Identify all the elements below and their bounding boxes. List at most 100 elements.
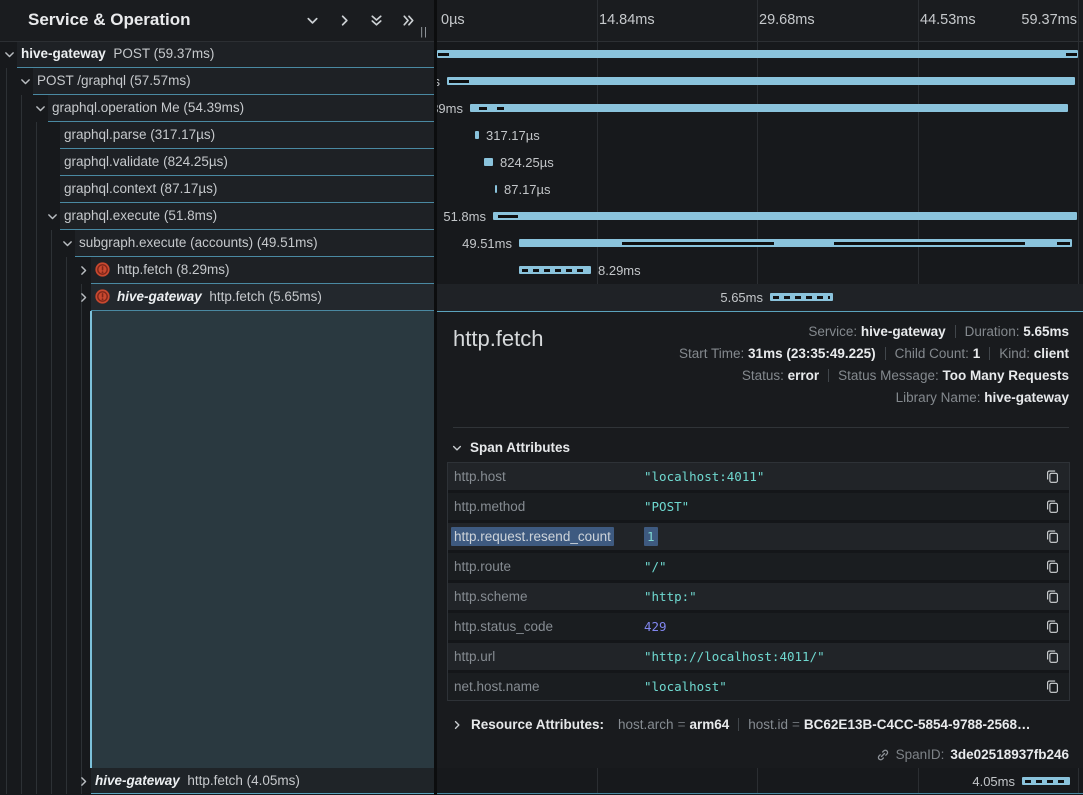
span-label: graphql.validate (824.25µs) [60, 149, 228, 175]
timeline-tick: 44.53ms [920, 12, 976, 28]
tree-row[interactable]: hive-gateway http.fetch (5.65ms) [91, 284, 434, 311]
span-id-value: 3de02518937fb246 [950, 747, 1069, 762]
chevron-down-icon[interactable] [61, 237, 74, 250]
chevron-down-icon[interactable] [305, 13, 320, 28]
chevron-right-icon[interactable] [337, 13, 352, 28]
span-bar[interactable] [475, 131, 479, 139]
timeline-row: 57.57ms [437, 68, 1083, 95]
chevron-right-icon[interactable] [77, 291, 90, 304]
span-label: http.fetch (8.29ms) [91, 257, 230, 283]
chevron-down-icon[interactable] [34, 102, 47, 115]
span-bar[interactable] [470, 104, 1068, 112]
resource-attributes-items: host.arch=arm64host.id=BC62E13B-C4CC-585… [618, 717, 1031, 732]
span-tree: hive-gateway POST (59.37ms)POST /graphql… [0, 41, 434, 795]
meta-separator [885, 347, 886, 360]
attribute-value: "POST" [644, 493, 689, 520]
attribute-key: http.status_code [454, 613, 553, 640]
detail-divider [453, 427, 1069, 428]
timeline-tick: 29.68ms [759, 12, 815, 28]
self-time-dash [497, 107, 504, 110]
timeline-gridline [1078, 768, 1079, 793]
span-duration-label: 87.17µs [504, 176, 551, 203]
timeline-row: 87.17µs [437, 176, 1083, 203]
tree-row[interactable]: POST /graphql (57.57ms) [33, 68, 434, 95]
timeline-row: 49.51ms [437, 230, 1083, 257]
tree-row[interactable]: graphql.validate (824.25µs) [60, 149, 434, 176]
resource-attributes-row[interactable]: Resource Attributes: host.arch=arm64host… [451, 717, 1031, 732]
link-icon[interactable] [876, 748, 890, 762]
tree-indent-guide [51, 230, 52, 794]
span-duration-label: 824.25µs [500, 149, 554, 176]
span-duration-label: 54.39ms [437, 95, 463, 122]
span-bar[interactable] [495, 185, 497, 193]
chevron-right-icon [451, 719, 463, 731]
span-label: hive-gateway POST (59.37ms) [17, 41, 214, 67]
tree-row[interactable]: graphql.parse (317.17µs) [60, 122, 434, 149]
chevron-down-icon [451, 442, 463, 454]
copy-icon[interactable] [1045, 469, 1060, 484]
copy-icon[interactable] [1045, 529, 1060, 544]
panel-divider[interactable] [434, 0, 437, 795]
copy-icon[interactable] [1045, 679, 1060, 694]
copy-icon[interactable] [1045, 649, 1060, 664]
span-duration-label: 49.51ms [462, 230, 512, 257]
span-bar[interactable] [447, 77, 1075, 85]
meta-separator [828, 369, 829, 382]
tree-row[interactable]: subgraph.execute (accounts) (49.51ms) [75, 230, 434, 257]
span-bar[interactable] [437, 50, 1078, 58]
timeline-rows: 59.37ms57.57ms54.39ms317.17µs824.25µs87.… [437, 41, 1083, 311]
timeline-row: 8.29ms [437, 257, 1083, 284]
chevron-down-icon[interactable] [19, 75, 32, 88]
meta-value: error [788, 368, 820, 383]
timeline-header: 0µs14.84ms29.68ms44.53ms59.37ms [437, 0, 1083, 42]
span-detail-panel: http.fetch Service: hive-gatewayDuration… [437, 311, 1083, 768]
chevrons-down-icon[interactable] [369, 13, 384, 28]
selected-span-block[interactable] [90, 311, 434, 768]
self-time-stripe [773, 296, 830, 299]
span-bar[interactable] [493, 212, 1077, 220]
panel-resize-grip[interactable]: || [420, 26, 428, 38]
error-icon [95, 262, 110, 277]
attribute-value: "http://localhost:4011/" [644, 643, 825, 670]
timeline-tick: 0µs [441, 12, 465, 28]
timeline-gridline [918, 0, 919, 41]
error-icon [95, 289, 110, 304]
chevron-down-icon[interactable] [46, 210, 59, 223]
attribute-row: http.request.resend_count1 [448, 523, 1069, 550]
attribute-key: net.host.name [454, 673, 540, 700]
copy-icon[interactable] [1045, 559, 1060, 574]
chevrons-right-icon[interactable] [401, 13, 416, 28]
tree-row[interactable]: graphql.operation Me (54.39ms) [48, 95, 434, 122]
tree-row[interactable]: hive-gateway http.fetch (4.05ms) [91, 768, 434, 794]
chevron-right-icon[interactable] [77, 264, 90, 277]
chevron-down-icon[interactable] [3, 48, 16, 61]
meta-value: 1 [973, 346, 981, 361]
tree-row[interactable]: hive-gateway POST (59.37ms) [17, 41, 434, 68]
copy-icon[interactable] [1045, 499, 1060, 514]
timeline-tick: 59.37ms [1021, 12, 1077, 28]
service-operation-title: Service & Operation [28, 10, 191, 30]
tree-indent-guide [6, 68, 7, 794]
tree-row[interactable]: graphql.context (87.17µs) [60, 176, 434, 203]
self-time-stripe [522, 269, 588, 272]
span-label: graphql.context (87.17µs) [60, 176, 217, 202]
copy-icon[interactable] [1045, 619, 1060, 634]
span-duration-label: 5.65ms [720, 284, 763, 311]
tree-indent-guide [66, 257, 67, 794]
attribute-key: http.method [454, 493, 525, 520]
span-bar[interactable] [484, 158, 493, 166]
tree-row[interactable]: graphql.execute (51.8ms) [60, 203, 434, 230]
chevron-right-icon[interactable] [77, 775, 90, 788]
attribute-row: net.host.name"localhost" [448, 673, 1069, 700]
self-time-dash [622, 242, 774, 245]
timeline-row: 59.37ms [437, 41, 1083, 68]
span-attributes-table: http.host"localhost:4011"http.method"POS… [447, 462, 1070, 701]
copy-icon[interactable] [1045, 589, 1060, 604]
timeline-row: 54.39ms [437, 95, 1083, 122]
meta-value: hive-gateway [861, 324, 946, 339]
tree-row[interactable]: http.fetch (8.29ms) [91, 257, 434, 284]
span-attributes-header[interactable]: Span Attributes [451, 440, 570, 455]
span-id-row: SpanID: 3de02518937fb246 [876, 747, 1069, 762]
tree-indent-guide [36, 122, 37, 794]
meta-value: Too Many Requests [942, 368, 1069, 383]
